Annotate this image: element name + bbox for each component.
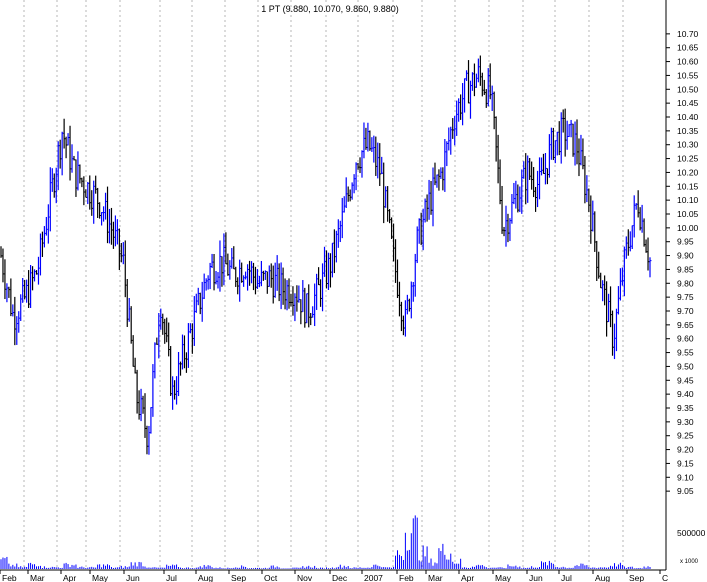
- price-tick-label: 9.55: [677, 348, 694, 358]
- x-tick-label: 2007: [364, 573, 383, 582]
- volume-bars: [0, 515, 651, 569]
- x-tick-label: Dec: [332, 573, 348, 582]
- price-tick-label: 10.35: [677, 126, 699, 136]
- x-tick-label: Jun: [126, 573, 140, 582]
- price-tick-label: 9.85: [677, 264, 694, 274]
- x-tick-label: May: [92, 573, 109, 582]
- price-tick-label: 10.00: [677, 223, 699, 233]
- x-tick-label: Nov: [297, 573, 313, 582]
- price-tick-label: 9.05: [677, 486, 694, 496]
- price-tick-label: 9.25: [677, 431, 694, 441]
- price-tick-label: 10.05: [677, 209, 699, 219]
- x-axis: Feb Mar Apr May Jun Jul Aug Sep Oct Nov Dec 2007 Feb…: [0, 570, 668, 582]
- price-tick-label: 10.40: [677, 112, 699, 122]
- price-tick-label: 10.30: [677, 140, 699, 150]
- price-axis: 10.70 10.65 10.60 10.55 10.50 10.45 10.40 10.35…: [666, 29, 699, 496]
- x-tick-label: Jul: [166, 573, 177, 582]
- price-tick-label: 10.70: [677, 29, 699, 39]
- x-tick-label: Aug: [595, 573, 610, 582]
- price-tick-label: 10.55: [677, 70, 699, 80]
- x-tick-label: Feb: [2, 573, 17, 582]
- x-tick-label: Feb: [399, 573, 414, 582]
- price-tick-label: 9.70: [677, 306, 694, 316]
- price-tick-label: 9.75: [677, 292, 694, 302]
- price-tick-label: 10.45: [677, 98, 699, 108]
- x-tick-label: C: [662, 573, 668, 582]
- x-tick-label: Sep: [231, 573, 246, 582]
- x-tick-label: Sep: [629, 573, 644, 582]
- x-tick-label: Apr: [63, 573, 76, 582]
- price-tick-label: 9.20: [677, 445, 694, 455]
- price-tick-label: 9.60: [677, 334, 694, 344]
- price-tick-label: 10.15: [677, 181, 699, 191]
- price-tick-label: 9.30: [677, 417, 694, 427]
- volume-scale-label: x 1000: [680, 559, 699, 565]
- price-tick-label: 10.60: [677, 57, 699, 67]
- x-tick-label: May: [495, 573, 512, 582]
- x-tick-label: Oct: [264, 573, 278, 582]
- x-tick-label: Mar: [30, 573, 45, 582]
- x-tick-label: Mar: [428, 573, 443, 582]
- price-tick-label: 9.50: [677, 361, 694, 371]
- price-tick-label: 10.65: [677, 43, 699, 53]
- chart-title: 1 PT (9.880, 10.070, 9.860, 9.880): [261, 4, 398, 14]
- x-tick-label: Aug: [198, 573, 213, 582]
- price-tick-label: 9.40: [677, 389, 694, 399]
- price-tick-label: 9.65: [677, 320, 694, 330]
- price-tick-label: 10.50: [677, 84, 699, 94]
- price-tick-label: 9.90: [677, 251, 694, 261]
- price-tick-label: 9.45: [677, 375, 694, 385]
- price-tick-label: 9.80: [677, 278, 694, 288]
- price-tick-label: 9.15: [677, 458, 694, 468]
- volume-axis-tick: 500000: [677, 528, 706, 538]
- price-bars: [0, 55, 652, 455]
- price-tick-label: 9.95: [677, 237, 694, 247]
- price-tick-label: 10.20: [677, 167, 699, 177]
- grid-lines: [23, 0, 624, 570]
- x-tick-label: Apr: [461, 573, 474, 582]
- price-tick-label: 9.10: [677, 472, 694, 482]
- price-tick-label: 10.10: [677, 195, 699, 205]
- x-tick-label: Jun: [529, 573, 543, 582]
- price-tick-label: 10.25: [677, 154, 699, 164]
- x-tick-label: Jul: [561, 573, 572, 582]
- price-tick-label: 9.35: [677, 403, 694, 413]
